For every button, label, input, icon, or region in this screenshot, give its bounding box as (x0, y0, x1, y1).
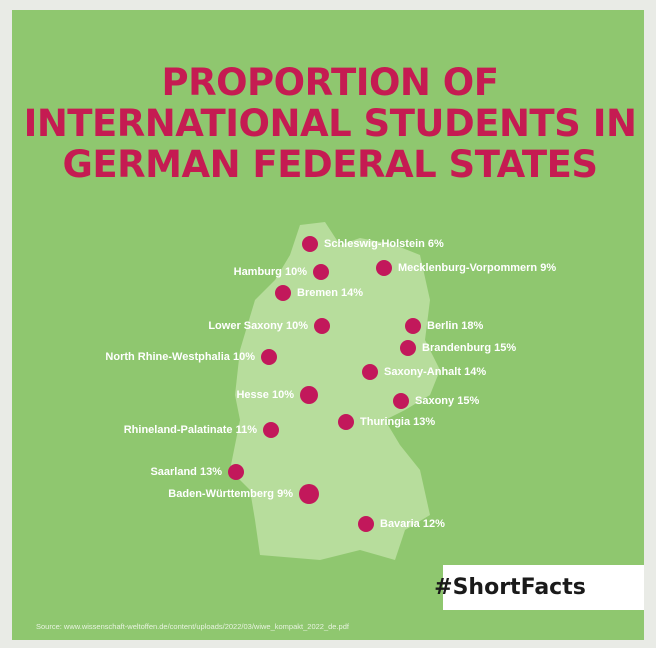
state-label: Bremen 14% (297, 287, 363, 299)
source: Source: www.wissenschaft-weltoffen.de/co… (36, 622, 350, 631)
state-dot (302, 236, 318, 252)
state-label: Schleswig-Holstein 6% (324, 238, 444, 250)
state-value: 14% (341, 287, 363, 299)
state-label: Bavaria 12% (380, 518, 445, 530)
state-name: Mecklenburg-Vorpommern (398, 262, 537, 274)
state-value: 11% (236, 424, 258, 436)
state-dot (362, 364, 378, 380)
state-name: Saarland (150, 466, 196, 478)
state-label: Saxony-Anhalt 14% (384, 366, 486, 378)
state-dot (314, 318, 330, 334)
state-dot (300, 386, 318, 404)
state-name: Brandenburg (422, 342, 491, 354)
state-label: Brandenburg 15% (422, 342, 516, 354)
state-name: Saxony-Anhalt (384, 366, 461, 378)
state-label: Hesse 10% (236, 389, 294, 401)
state-value: 9% (540, 262, 556, 274)
title-line: PROPORTION OF (162, 61, 499, 104)
state-value: 12% (423, 518, 445, 530)
title-line: INTERNATIONAL STUDENTS IN (24, 102, 637, 145)
state-dot (393, 393, 409, 409)
hashtag-box (443, 565, 644, 610)
state-value: 13% (200, 466, 222, 478)
state-value: 10% (285, 266, 307, 278)
state-label: Mecklenburg-Vorpommern 9% (398, 262, 556, 274)
state-dot (405, 318, 421, 334)
state-label: Hamburg 10% (234, 266, 308, 278)
state-name: Thuringia (360, 416, 411, 428)
state-name: Schleswig-Holstein (324, 238, 425, 250)
state-name: Hesse (236, 389, 268, 401)
state-name: North Rhine-Westphalia (105, 351, 230, 363)
state-name: Rhineland-Palatinate (124, 424, 233, 436)
state-value: 14% (464, 366, 486, 378)
germany-map (230, 222, 440, 560)
state-label: Rhineland-Palatinate 11% (124, 424, 257, 436)
state-dot (228, 464, 244, 480)
state-dot (263, 422, 279, 438)
state-name: Bavaria (380, 518, 421, 530)
state-dot (376, 260, 392, 276)
hashtag: #ShortFacts (434, 575, 586, 600)
state-value: 13% (413, 416, 435, 428)
state-dot (299, 484, 319, 504)
state-label: Baden-Württemberg 9% (168, 488, 293, 500)
state-name: Berlin (427, 320, 458, 332)
state-value: 15% (457, 395, 479, 407)
state-value: 10% (286, 320, 308, 332)
state-name: Saxony (415, 395, 455, 407)
state-dot (338, 414, 354, 430)
state-label: Lower Saxony 10% (208, 320, 308, 332)
state-dot (261, 349, 277, 365)
state-dot (275, 285, 291, 301)
state-value: 18% (461, 320, 483, 332)
state-name: Baden-Württemberg (168, 488, 274, 500)
state-label: Saarland 13% (150, 466, 222, 478)
state-value: 6% (428, 238, 444, 250)
state-label: North Rhine-Westphalia 10% (105, 351, 255, 363)
state-label: Berlin 18% (427, 320, 483, 332)
state-value: 10% (272, 389, 294, 401)
state-dot (400, 340, 416, 356)
state-name: Lower Saxony (208, 320, 283, 332)
states: Schleswig-Holstein 6% Hamburg 10% Mecklenb… (105, 236, 556, 532)
state-name: Bremen (297, 287, 338, 299)
state-name: Hamburg (234, 266, 282, 278)
state-value: 10% (233, 351, 255, 363)
state-label: Saxony 15% (415, 395, 479, 407)
state-dot (358, 516, 374, 532)
title-line: GERMAN FEDERAL STATES (63, 143, 598, 186)
state-label: Thuringia 13% (360, 416, 435, 428)
state-value: 15% (494, 342, 516, 354)
state-dot (313, 264, 329, 280)
state-value: 9% (277, 488, 293, 500)
